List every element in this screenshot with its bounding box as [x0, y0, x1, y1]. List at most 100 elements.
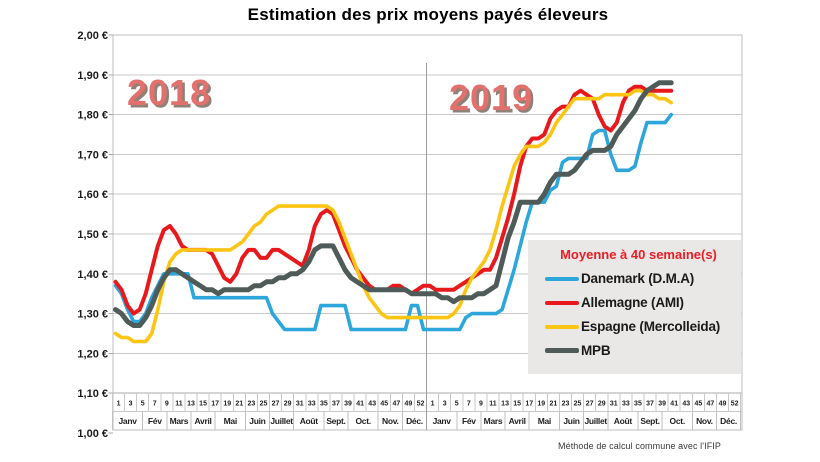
svg-text:1,30 €: 1,30 €: [77, 309, 108, 321]
footnote: Méthode de calcul commune avec l'IFIP: [558, 441, 721, 451]
svg-text:1,50 €: 1,50 €: [77, 229, 108, 241]
svg-text:Mars: Mars: [484, 416, 503, 426]
svg-text:33: 33: [622, 401, 630, 408]
legend-item-espagne: Espagne (Mercolleida): [545, 319, 741, 334]
svg-text:52: 52: [731, 401, 739, 408]
svg-text:3: 3: [129, 401, 133, 408]
svg-text:1,00 €: 1,00 €: [77, 428, 108, 440]
legend-item-allemagne: Allemagne (AMI): [545, 295, 741, 310]
svg-text:1,20 €: 1,20 €: [77, 348, 108, 360]
svg-text:7: 7: [467, 401, 471, 408]
svg-text:37: 37: [332, 401, 340, 408]
svg-text:Sept.: Sept.: [640, 416, 659, 426]
svg-text:Nov.: Nov.: [696, 416, 713, 426]
svg-text:1,60 €: 1,60 €: [77, 189, 108, 201]
svg-text:Nov.: Nov.: [382, 416, 399, 426]
svg-text:Fév: Fév: [148, 416, 162, 426]
svg-text:23: 23: [248, 401, 256, 408]
svg-text:1,40 €: 1,40 €: [77, 269, 108, 281]
year-label-2018: 2018: [127, 72, 212, 113]
svg-text:Juillet: Juillet: [584, 416, 607, 426]
svg-text:43: 43: [368, 401, 376, 408]
legend: Moyenne à 40 semaine(s) Danemark (D.M.A)…: [528, 240, 741, 374]
svg-text:49: 49: [405, 401, 413, 408]
svg-text:Oct.: Oct.: [355, 416, 370, 426]
svg-text:49: 49: [719, 401, 727, 408]
series-line-danemark-d-m-a: [113, 112, 674, 332]
svg-text:21: 21: [235, 401, 243, 408]
y-axis-labels: 2,00 € 1,90 € 1,80 € 1,70 € 1,60 € 1,50 € 1,40…: [77, 30, 113, 440]
svg-text:5: 5: [141, 401, 145, 408]
svg-text:45: 45: [694, 401, 702, 408]
svg-text:Déc.: Déc.: [720, 416, 737, 426]
svg-text:19: 19: [223, 401, 231, 408]
svg-text:Fév: Fév: [462, 416, 476, 426]
svg-text:1: 1: [431, 401, 435, 408]
svg-text:31: 31: [296, 401, 304, 408]
legend-swatch-danemark: [545, 276, 579, 281]
svg-text:39: 39: [344, 401, 352, 408]
svg-text:15: 15: [513, 401, 521, 408]
svg-text:Déc.: Déc.: [406, 416, 423, 426]
svg-text:41: 41: [356, 401, 364, 408]
legend-swatch-espagne: [545, 324, 579, 329]
svg-text:29: 29: [284, 401, 292, 408]
svg-text:11: 11: [489, 401, 497, 408]
svg-text:Juin: Juin: [563, 416, 579, 426]
svg-text:Mars: Mars: [170, 416, 189, 426]
svg-text:21: 21: [550, 401, 558, 408]
legend-item-label: Espagne (Mercolleida): [581, 319, 721, 334]
svg-text:9: 9: [165, 401, 169, 408]
svg-text:47: 47: [707, 401, 715, 408]
svg-text:17: 17: [211, 401, 219, 408]
svg-text:Juillet: Juillet: [270, 416, 293, 426]
svg-text:Oct.: Oct.: [670, 416, 685, 426]
x-axis-strip: 1 3 5 7 9 11 13 15 17 19 21 23 25 27 29 31 33 35 37 39 41 43 4…: [111, 393, 742, 430]
legend-item-label: MPB: [581, 343, 611, 358]
svg-text:39: 39: [658, 401, 666, 408]
svg-text:47: 47: [392, 401, 400, 408]
svg-text:43: 43: [682, 401, 690, 408]
svg-text:13: 13: [187, 401, 195, 408]
svg-text:3: 3: [443, 401, 447, 408]
svg-text:Sept.: Sept.: [326, 416, 345, 426]
svg-text:Mai: Mai: [538, 416, 551, 426]
legend-swatch-mpb: [545, 348, 579, 353]
svg-text:23: 23: [562, 401, 570, 408]
svg-text:Août: Août: [300, 416, 319, 426]
chart-title: Estimation des prix moyens payés éleveur…: [247, 5, 609, 24]
svg-text:Janv: Janv: [118, 416, 137, 426]
svg-text:25: 25: [260, 401, 268, 408]
svg-text:13: 13: [501, 401, 509, 408]
svg-text:29: 29: [598, 401, 606, 408]
svg-text:9: 9: [479, 401, 483, 408]
svg-text:Avril: Avril: [509, 416, 526, 426]
series-line-espagne-mercolleida: [113, 88, 674, 344]
svg-text:27: 27: [586, 401, 594, 408]
legend-item-label: Danemark (D.M.A): [581, 271, 695, 286]
svg-text:Janv: Janv: [433, 416, 452, 426]
legend-item-danemark: Danemark (D.M.A): [545, 271, 741, 286]
svg-text:1,90 €: 1,90 €: [77, 70, 108, 82]
svg-text:Juin: Juin: [249, 416, 265, 426]
svg-text:35: 35: [320, 401, 328, 408]
svg-text:19: 19: [537, 401, 545, 408]
svg-text:15: 15: [199, 401, 207, 408]
svg-text:Août: Août: [614, 416, 633, 426]
series-line-mpb: [113, 80, 674, 328]
svg-text:33: 33: [308, 401, 316, 408]
svg-text:1,10 €: 1,10 €: [77, 388, 108, 400]
svg-text:1: 1: [117, 401, 121, 408]
svg-text:11: 11: [175, 401, 183, 408]
svg-text:2,00 €: 2,00 €: [77, 30, 108, 42]
svg-text:Mai: Mai: [224, 416, 237, 426]
svg-text:1,80 €: 1,80 €: [77, 110, 108, 122]
svg-text:31: 31: [610, 401, 618, 408]
svg-text:Avril: Avril: [195, 416, 212, 426]
svg-text:25: 25: [574, 401, 582, 408]
legend-item-mpb: MPB: [545, 343, 741, 358]
legend-title: Moyenne à 40 semaine(s): [560, 247, 717, 262]
svg-text:41: 41: [670, 401, 678, 408]
